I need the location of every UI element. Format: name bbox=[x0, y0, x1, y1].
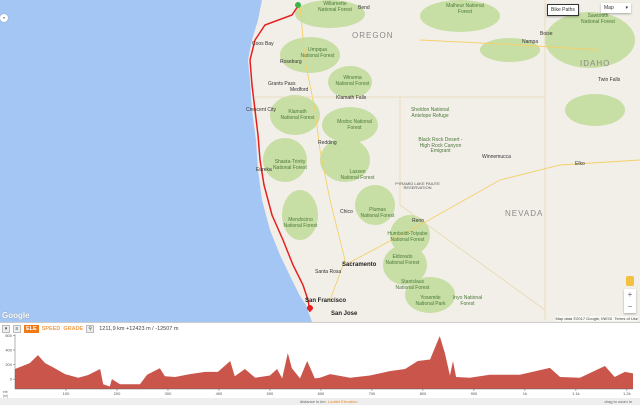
collapse-sidebar-button[interactable]: « bbox=[0, 14, 8, 22]
map-view[interactable]: OREGON IDAHO NEVADA Willamette National … bbox=[0, 0, 640, 322]
zoom-search-icon[interactable]: ⚲ bbox=[86, 324, 95, 333]
map-type-value: Map bbox=[604, 5, 614, 11]
y-tick-label: 200 bbox=[5, 362, 12, 367]
label-yosemite: Yosemite National Park bbox=[415, 295, 446, 307]
label-idaho: IDAHO bbox=[580, 59, 611, 68]
label-sawtooth: Sawtooth National Forest bbox=[581, 13, 615, 25]
list-button[interactable]: ≡ bbox=[13, 324, 21, 333]
label-mendocino: Mendocino National Forest bbox=[283, 217, 318, 229]
route-line bbox=[249, 5, 311, 313]
x-tick-label: 100 bbox=[63, 391, 70, 396]
x-tick-label: 1.1k bbox=[572, 391, 580, 396]
elevation-panel: 0 200 400 600 100 200 300 400 500 600 700 800 900 1k 1… bbox=[0, 322, 640, 405]
label-santa-rosa: Santa Rosa bbox=[315, 269, 342, 275]
y-axis-unit: ele (m) bbox=[3, 390, 9, 398]
label-humboldt-toiyabe: Humboldt-Toiyabe National Forest bbox=[387, 231, 428, 243]
label-eldorado: Eldorado National Forest bbox=[385, 254, 420, 266]
label-pyramid-lake: PYRAMID LAKE PAIUTE RESERVATION bbox=[395, 181, 440, 191]
y-tick-label: 400 bbox=[5, 347, 12, 352]
y-tick-label: 0 bbox=[10, 376, 13, 381]
label-twin-falls: Twin Falls bbox=[598, 77, 621, 83]
elevation-chart[interactable]: 0 200 400 600 100 200 300 400 500 600 700 800 900 1k 1… bbox=[0, 323, 640, 398]
drag-hint: drag to zoom in bbox=[604, 399, 632, 404]
label-sheldon: Sheldon National Antelope Refuge bbox=[410, 107, 450, 119]
label-crescent-city: Crescent City bbox=[246, 107, 277, 113]
label-elko: Elko bbox=[575, 161, 585, 167]
label-coos-bay: Coos Bay bbox=[252, 41, 274, 47]
chevron-down-icon: ▾ bbox=[625, 5, 628, 11]
x-tick-label: 600 bbox=[318, 391, 325, 396]
highways bbox=[299, 4, 640, 301]
collapse-panel-button[interactable]: ▾ bbox=[2, 324, 10, 333]
route-start-marker bbox=[295, 2, 301, 8]
x-tick-label: 400 bbox=[216, 391, 223, 396]
label-medford: Medford bbox=[290, 87, 309, 93]
x-tick-label: 800 bbox=[420, 391, 427, 396]
label-grants-pass: Grants Pass bbox=[268, 81, 296, 87]
label-klamath-falls: Klamath Falls bbox=[336, 95, 367, 101]
x-tick-label: 1.2k bbox=[623, 391, 631, 396]
label-modoc: Modoc National Forest bbox=[337, 119, 372, 131]
label-plumas: Plumas National Forest bbox=[360, 207, 395, 219]
label-redding: Redding bbox=[318, 140, 337, 146]
label-winnemucca: Winnemucca bbox=[482, 154, 511, 160]
label-bend: Bend bbox=[358, 5, 370, 11]
route-end-marker bbox=[307, 305, 313, 311]
label-black-rock: Black Rock Desert - High Rock Canyon Emi… bbox=[418, 137, 463, 154]
elevation-area bbox=[15, 336, 633, 389]
zoom-in-button[interactable]: + bbox=[627, 290, 633, 299]
label-winema: Winema National Forest bbox=[335, 75, 370, 87]
bike-paths-toggle[interactable]: Bike Paths bbox=[547, 4, 579, 16]
x-tick-label: 900 bbox=[471, 391, 478, 396]
label-lassen: Lassen National Forest bbox=[340, 169, 375, 181]
attribution-text: Map data ©2017 Google, INEGI bbox=[555, 316, 613, 321]
label-klamath: Klamath National Forest bbox=[280, 109, 315, 121]
tab-elevation[interactable]: ELE bbox=[24, 324, 39, 333]
state-borders bbox=[255, 0, 546, 320]
label-eureka: Eureka bbox=[256, 167, 272, 173]
route-stats: 1211,9 km +12423 m / -12507 m bbox=[99, 325, 179, 332]
chart-footer: ele (m) distance in km Leaflet.Elevation… bbox=[0, 390, 640, 405]
zoom-control: + − bbox=[624, 289, 636, 313]
map-base bbox=[0, 0, 640, 322]
forest-areas bbox=[263, 0, 635, 313]
label-nevada: NEVADA bbox=[505, 209, 544, 218]
zoom-out-button[interactable]: − bbox=[627, 302, 633, 311]
label-sacramento: Sacramento bbox=[342, 262, 377, 268]
label-malheur: Malheur National Forest bbox=[446, 3, 484, 15]
label-boise: Boise bbox=[540, 31, 553, 37]
label-chico: Chico bbox=[340, 209, 353, 215]
leaflet-elevation-link[interactable]: Leaflet.Elevation bbox=[328, 399, 358, 404]
label-shasta: Shasta-Trinity National Forest bbox=[273, 159, 307, 171]
label-reno: Reno bbox=[412, 218, 424, 224]
x-tick-label: 1k bbox=[523, 391, 527, 396]
x-tick-label: 300 bbox=[165, 391, 172, 396]
x-axis-label: distance in km bbox=[300, 399, 326, 404]
label-willamette: Willamette National Forest bbox=[318, 1, 352, 13]
x-tick-label: 700 bbox=[369, 391, 376, 396]
terms-link[interactable]: Terms of Use bbox=[614, 316, 638, 321]
google-logo: Google bbox=[2, 311, 30, 320]
x-tick-label: 200 bbox=[114, 391, 121, 396]
label-roseburg: Roseburg bbox=[280, 59, 302, 65]
label-nampa: Nampa bbox=[522, 39, 539, 45]
tab-grade[interactable]: GRADE bbox=[63, 325, 84, 332]
label-oregon: OREGON bbox=[352, 31, 394, 40]
label-stanislaus: Stanislaus National Forest bbox=[395, 279, 430, 291]
label-umpqua: Umpqua National Forest bbox=[300, 47, 335, 59]
ocean bbox=[0, 0, 312, 322]
map-attribution: Map data ©2017 Google, INEGI Terms of Us… bbox=[555, 316, 638, 321]
label-inyo: Inyo National Forest bbox=[452, 295, 483, 307]
x-tick-label: 500 bbox=[267, 391, 274, 396]
street-view-pegman-icon[interactable] bbox=[626, 276, 634, 286]
elevation-toolbar: ▾ ≡ ELE SPEED GRADE ⚲ 1211,9 km +12423 m… bbox=[2, 324, 178, 333]
label-san-jose: San Jose bbox=[330, 311, 359, 318]
map-type-select[interactable]: Map ▾ bbox=[601, 3, 631, 13]
tab-speed[interactable]: SPEED bbox=[41, 325, 61, 332]
label-san-francisco: San Francisco bbox=[305, 298, 347, 304]
y-tick-label: 600 bbox=[5, 333, 12, 338]
